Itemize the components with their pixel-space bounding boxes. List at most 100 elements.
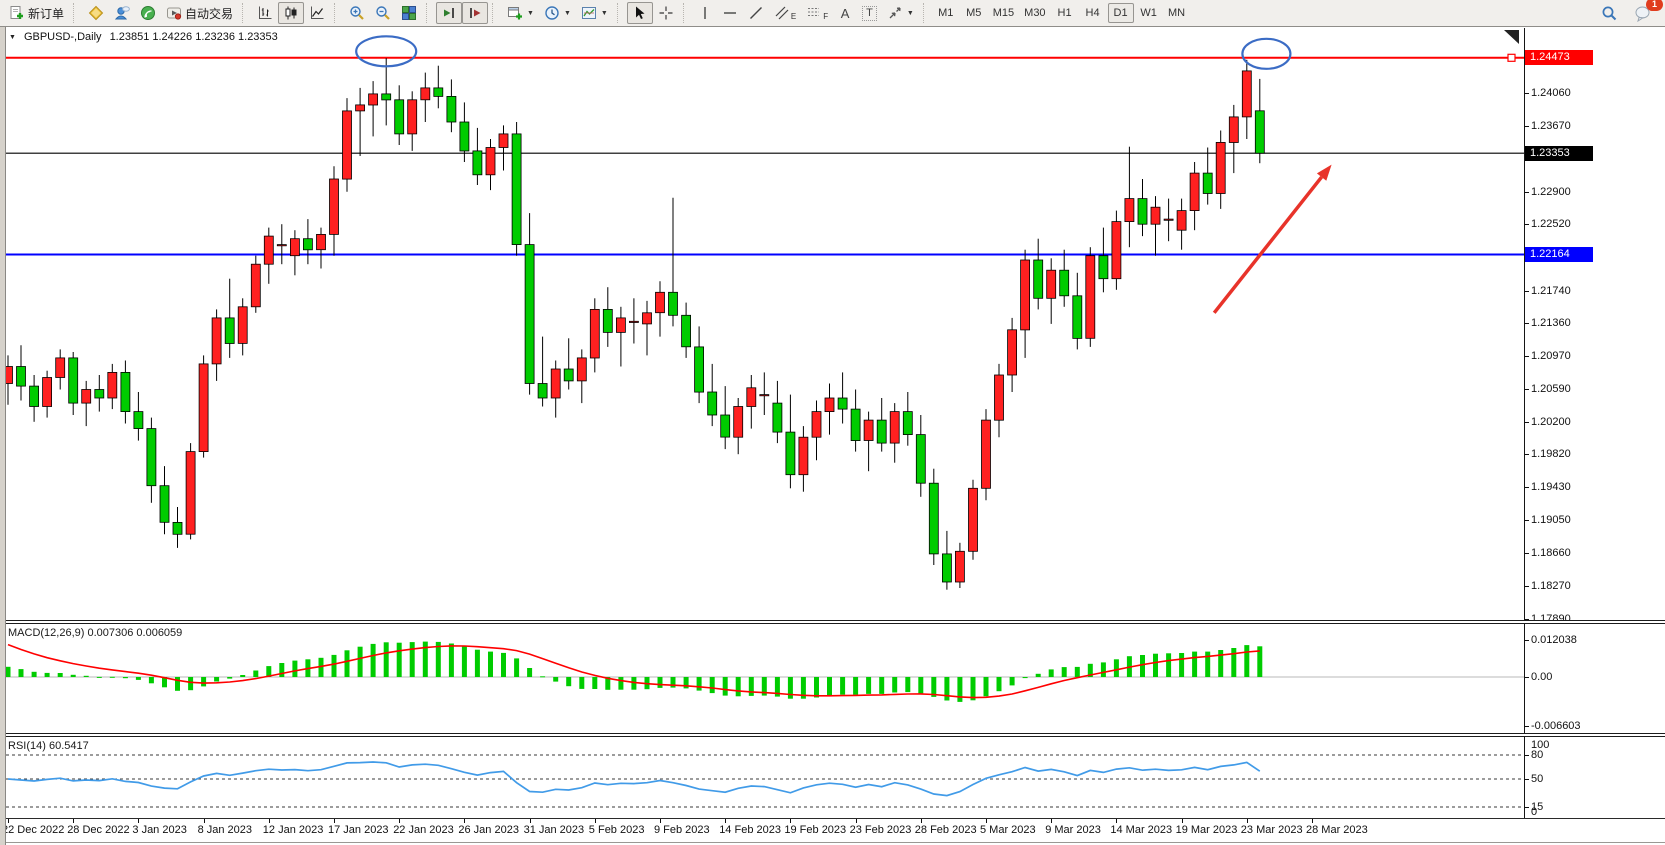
macd-histogram-bar	[944, 677, 950, 701]
periods-button[interactable]: ▼	[539, 2, 576, 24]
candle-body	[289, 238, 300, 257]
candle-body	[1189, 172, 1200, 212]
pane-splitter-rsi[interactable]	[0, 733, 1665, 737]
mql5-community-button[interactable]	[109, 2, 135, 24]
time-axis-label: 17 Jan 2023	[328, 824, 389, 836]
rsi-axis-tick	[1524, 779, 1529, 780]
macd-histogram-bar	[866, 677, 872, 694]
price-axis-label: 1.22900	[1531, 185, 1571, 198]
macd-signal-line	[7, 643, 1260, 699]
macd-histogram-bar	[1257, 646, 1263, 677]
new-chart-button[interactable]: ▼	[502, 2, 539, 24]
candle-body	[498, 133, 509, 148]
ellipse-annotation-january-peak[interactable]	[355, 35, 418, 68]
horizontal-line-button[interactable]	[717, 2, 743, 24]
macd-histogram-bar	[540, 676, 546, 678]
macd-histogram-bar	[1009, 677, 1015, 686]
candle-body	[1254, 110, 1265, 154]
candle-body	[250, 263, 261, 308]
candle-body	[942, 553, 952, 583]
timeframe-h1-button[interactable]: H1	[1057, 7, 1072, 19]
timeframe-d1-button[interactable]: D1	[1107, 3, 1134, 23]
toolbar-separator	[334, 3, 340, 23]
time-axis-label: 9 Feb 2023	[654, 824, 710, 836]
chart-shift-button[interactable]	[462, 2, 489, 24]
price-axis-tick	[1524, 93, 1529, 94]
price-axis-tick	[1524, 487, 1529, 489]
search-button[interactable]	[1596, 2, 1623, 24]
time-axis-tick	[594, 819, 596, 823]
ohlc-bars-button[interactable]	[252, 2, 278, 24]
window-left-border	[0, 27, 6, 845]
macd-histogram-bar	[370, 643, 376, 677]
trendline-button[interactable]	[743, 2, 769, 24]
candle-body	[968, 487, 978, 552]
macd-histogram-bar	[1153, 653, 1158, 677]
macd-histogram-bar	[5, 666, 11, 677]
macd-histogram-bar	[696, 677, 702, 691]
timeframe-m1-button[interactable]: M1	[938, 7, 954, 19]
fibonacci-button[interactable]: F	[801, 2, 833, 24]
macd-histogram-bar	[188, 677, 194, 691]
macd-histogram-bar	[279, 663, 285, 677]
resistance-line-handle[interactable]	[1507, 53, 1516, 62]
arrow-annotation-uptrend[interactable]	[1212, 176, 1323, 314]
time-axis-label: 28 Dec 2022	[67, 824, 130, 836]
cursor-button[interactable]	[626, 2, 653, 24]
timeframe-m15-button[interactable]: M15	[992, 7, 1015, 19]
time-axis-tick	[138, 819, 140, 823]
line-chart-button[interactable]	[304, 2, 330, 24]
rsi-axis-tick	[1524, 807, 1529, 808]
vertical-line-button[interactable]	[693, 2, 717, 24]
timeframe-w1-button[interactable]: W1	[1140, 7, 1157, 19]
new-order-button[interactable]: 新订单	[4, 2, 69, 24]
vertical-line-icon	[704, 7, 706, 19]
macd-histogram-bar	[1179, 653, 1185, 677]
timeframe-m30-button[interactable]: M30	[1024, 7, 1046, 19]
time-axis-label: 31 Jan 2023	[523, 824, 585, 836]
text-label-button[interactable]: T	[857, 2, 882, 24]
equidistant-channel-button[interactable]: E	[769, 2, 801, 24]
time-axis-label: 14 Mar 2023	[1110, 824, 1173, 836]
macd-histogram-bar	[1100, 662, 1106, 677]
text-button[interactable]: A	[833, 2, 857, 24]
candle-body	[1098, 255, 1109, 280]
zoom-in-button[interactable]	[344, 2, 370, 24]
mql5-community-icon	[114, 6, 130, 20]
metaeditor-button[interactable]	[83, 2, 109, 24]
candle-body	[159, 485, 170, 523]
price-axis-label: 1.19050	[1531, 513, 1571, 526]
macd-histogram-bar	[44, 672, 50, 677]
indicators-button[interactable]: ▼	[576, 2, 613, 24]
macd-histogram-bar	[579, 677, 585, 689]
candle-body	[733, 406, 744, 438]
chat-button[interactable]: 1	[1629, 0, 1663, 24]
macd-histogram-bar	[1218, 650, 1224, 677]
timeframe-m5-button[interactable]: M5	[966, 7, 982, 19]
zoom-in-icon	[350, 6, 364, 20]
rsi-axis-label: 80	[1531, 749, 1544, 761]
arrow-annotation-uptrend-head[interactable]	[1316, 164, 1332, 181]
crosshair-button[interactable]	[653, 2, 679, 24]
pane-splitter-macd[interactable]	[0, 620, 1665, 624]
candle-body	[1033, 259, 1044, 299]
arrows-shapes-button[interactable]: ▼	[882, 2, 919, 24]
candlestick-chart-button[interactable]	[278, 2, 305, 24]
new-order-icon	[10, 6, 23, 19]
ellipse-annotation-march-peak[interactable]	[1241, 37, 1292, 70]
tile-windows-button[interactable]	[396, 2, 422, 24]
timeframe-mn-button[interactable]: MN	[1168, 7, 1186, 19]
price-axis-tick	[1524, 323, 1529, 324]
chart-shift-marker[interactable]	[1504, 30, 1519, 44]
autoscroll-button[interactable]	[436, 2, 463, 24]
macd-histogram-bar	[383, 642, 389, 677]
candle-body	[224, 317, 235, 344]
timeframe-h4-button[interactable]: H4	[1085, 7, 1100, 19]
zoom-out-button[interactable]	[370, 2, 396, 24]
autotrading-button[interactable]: 自动交易	[161, 2, 238, 24]
macd-histogram-bar	[1231, 648, 1237, 677]
signals-button[interactable]	[135, 2, 161, 24]
price-axis-tick	[1524, 618, 1529, 620]
time-axis-label: 14 Feb 2023	[719, 824, 781, 836]
